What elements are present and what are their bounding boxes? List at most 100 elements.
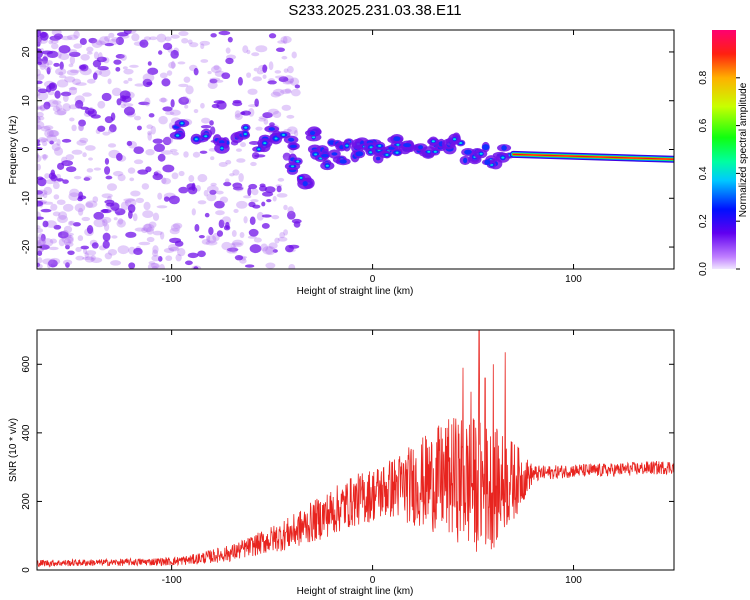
noise-blob <box>71 149 83 155</box>
noise-blob <box>101 193 113 199</box>
noise-blob <box>93 218 106 228</box>
noise-blob <box>230 242 242 246</box>
noise-blob <box>123 68 134 75</box>
noise-blob <box>159 263 165 269</box>
noise-blob <box>52 100 62 105</box>
noise-blob <box>38 237 47 246</box>
noise-blob <box>41 140 48 147</box>
noise-blob <box>40 233 46 242</box>
noise-blob <box>169 227 180 235</box>
noise-blob <box>37 36 41 44</box>
noise-blob <box>254 98 259 107</box>
noise-blob <box>127 167 136 174</box>
noise-blob <box>149 36 158 41</box>
noise-blob <box>170 99 175 108</box>
noise-blob <box>112 170 124 177</box>
trace-hot <box>396 143 400 146</box>
trace-hot <box>325 164 329 167</box>
noise-blob <box>181 96 189 103</box>
noise-blob <box>261 214 272 218</box>
trace-core <box>302 181 308 187</box>
noise-blob <box>123 106 135 116</box>
noise-blob <box>293 130 299 137</box>
noise-blob <box>104 158 110 165</box>
noise-blob <box>231 230 237 238</box>
noise-blob <box>246 72 252 78</box>
noise-blob <box>86 168 94 173</box>
trace-hot <box>299 176 303 179</box>
noise-blob <box>165 111 175 116</box>
noise-blob <box>225 159 232 165</box>
noise-blob <box>37 40 43 45</box>
bottom-y-tick-label: 0 <box>21 567 32 573</box>
noise-blob <box>111 235 118 239</box>
noise-blob <box>59 61 64 70</box>
noise-blob <box>41 56 48 64</box>
noise-blob <box>207 81 218 90</box>
noise-blob <box>65 244 70 250</box>
noise-blob <box>265 262 276 269</box>
noise-blob <box>37 227 44 233</box>
noise-blob <box>101 216 112 224</box>
noise-blob <box>268 242 278 249</box>
noise-blob <box>43 201 54 205</box>
noise-blob <box>252 76 263 82</box>
noise-blob <box>199 150 208 154</box>
noise-blob <box>274 75 286 79</box>
noise-blob <box>101 208 109 213</box>
trace-core <box>268 127 275 131</box>
trace-hot <box>453 138 457 141</box>
noise-blob <box>200 124 212 129</box>
noise-blob <box>279 231 286 239</box>
noise-blob <box>37 115 41 122</box>
noise-blob <box>54 90 61 99</box>
trace-core <box>393 136 401 142</box>
noise-blob <box>161 177 172 185</box>
noise-blob <box>90 114 101 119</box>
noise-blob <box>57 231 69 239</box>
noise-blob <box>62 179 69 184</box>
noise-blob <box>44 173 50 179</box>
noise-blob <box>213 200 225 209</box>
noise-blob <box>210 33 217 38</box>
noise-blob <box>184 260 193 266</box>
noise-blob <box>206 235 211 242</box>
noise-blob <box>37 193 45 198</box>
noise-blob <box>116 152 123 161</box>
noise-blob <box>160 97 167 103</box>
bottom-y-tick-label: 400 <box>21 424 32 441</box>
noise-blob <box>270 91 281 98</box>
noise-blob <box>232 169 240 176</box>
noise-blob <box>129 64 139 68</box>
noise-blob <box>170 60 176 70</box>
noise-blob <box>251 188 259 196</box>
noise-blob <box>46 85 52 93</box>
noise-blob <box>62 203 74 212</box>
noise-blob <box>43 101 51 110</box>
noise-blob <box>256 211 264 221</box>
colorbar: 0.0 0.2 0.4 0.6 0.8 Normalized spectral ampl… <box>698 30 749 276</box>
noise-blob <box>129 177 135 182</box>
noise-blob <box>247 187 252 196</box>
noise-blob <box>281 104 292 111</box>
trace-hot <box>431 140 435 143</box>
top-y-tick-label: 10 <box>21 95 32 107</box>
noise-blob <box>65 262 70 268</box>
bottom-x-tick-label: 100 <box>565 575 582 586</box>
noise-blob <box>193 67 199 76</box>
noise-blob <box>178 170 185 177</box>
noise-blob <box>126 140 133 146</box>
noise-blob <box>261 223 270 229</box>
noise-blob <box>207 71 212 75</box>
noise-blob <box>170 223 181 232</box>
noise-blob <box>116 32 129 37</box>
noise-blob <box>276 193 288 198</box>
colorbar-tick-label: 0.2 <box>698 214 709 228</box>
noise-blob <box>56 178 64 182</box>
noise-blob <box>157 192 163 200</box>
noise-blob <box>48 39 54 45</box>
trace-hot <box>180 122 184 125</box>
noise-blob <box>131 33 140 42</box>
noise-blob <box>72 222 81 227</box>
